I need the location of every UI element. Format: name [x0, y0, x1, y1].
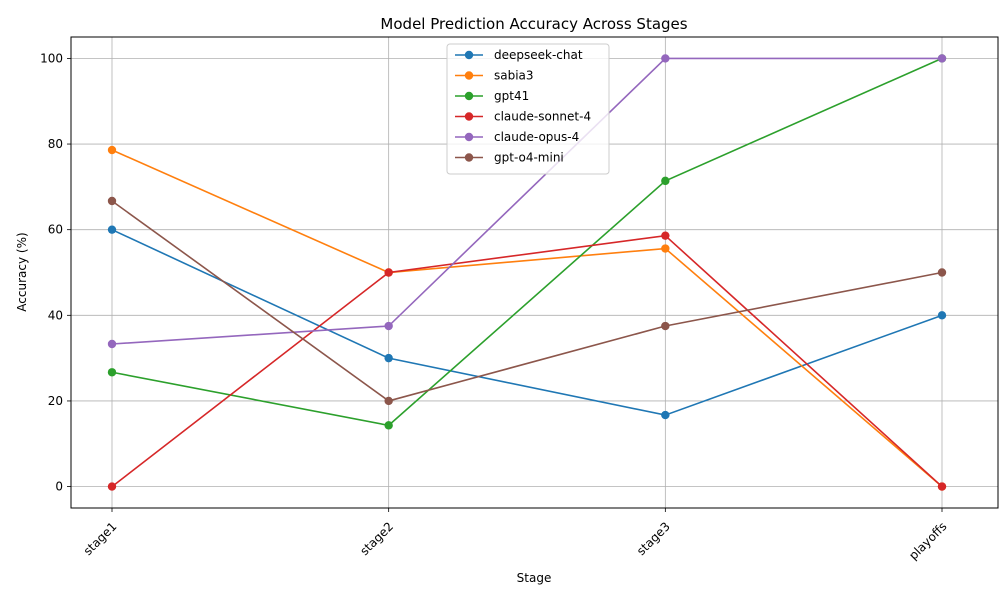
y-tick-label: 0: [55, 480, 63, 494]
legend-label: claude-opus-4: [494, 130, 579, 144]
data-point: [107, 339, 117, 349]
data-point: [384, 421, 393, 430]
legend-marker: [464, 71, 474, 80]
legend: deepseek-chat sabia3 gpt41 claude-sonnet-4 c…: [446, 43, 610, 175]
data-point: [661, 321, 670, 331]
series-gpt-o4-mini: [107, 196, 947, 406]
legend-marker: [464, 91, 474, 101]
x-axis-label: Stage: [517, 571, 552, 585]
series-line: [111, 57, 943, 427]
legend-marker: [464, 112, 474, 121]
series-line: [111, 149, 943, 488]
series-claude-sonnet-4: [107, 231, 947, 491]
data-point: [384, 321, 393, 331]
series-deepseek-chat: [107, 225, 947, 420]
y-axis-label: Accuracy (%): [15, 232, 29, 311]
data-point: [937, 268, 947, 277]
y-tick-label: 40: [48, 308, 63, 322]
legend-box: [446, 43, 610, 175]
legend-label: gpt-o4-mini: [494, 151, 564, 165]
y-tick-label: 60: [48, 223, 63, 237]
data-point: [661, 54, 670, 63]
data-point: [107, 225, 117, 234]
data-point: [937, 54, 947, 63]
data-point: [661, 410, 670, 420]
data-point: [107, 482, 117, 491]
data-point: [937, 311, 947, 320]
legend-marker: [464, 50, 474, 60]
series-line: [111, 228, 943, 416]
series-line: [111, 57, 942, 345]
series-line: [111, 200, 943, 402]
legend-marker: [464, 153, 474, 162]
legend-label: deepseek-chat: [494, 48, 583, 62]
data-point: [661, 244, 670, 253]
legend-marker: [464, 132, 474, 142]
data-point: [107, 368, 117, 377]
data-point: [107, 196, 117, 206]
data-point: [661, 231, 670, 240]
series-group: [107, 54, 947, 491]
data-point: [384, 268, 393, 277]
legend-label: claude-sonnet-4: [494, 110, 591, 124]
plot-frame: [70, 36, 999, 509]
legend-label: gpt41: [494, 89, 529, 103]
series-claude-opus-4: [107, 54, 947, 349]
series-gpt41: [107, 54, 947, 430]
y-tick-label: 80: [48, 137, 63, 151]
data-point: [937, 482, 947, 491]
y-tick-label: 20: [48, 394, 63, 408]
y-tick-label: 100: [40, 51, 63, 65]
chart-title: Model Prediction Accuracy Across Stages: [380, 15, 687, 33]
data-point: [384, 396, 393, 406]
data-point: [384, 353, 393, 363]
data-point: [661, 176, 670, 186]
data-point: [107, 145, 117, 155]
series-line: [111, 234, 943, 488]
legend-label: sabia3: [494, 69, 534, 83]
